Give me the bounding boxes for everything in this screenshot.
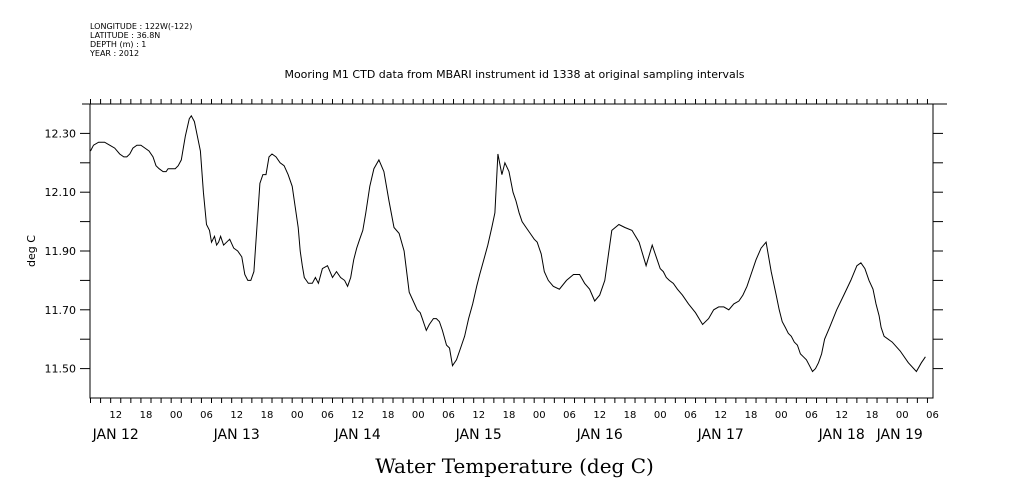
x-hour-label: 00 <box>533 410 546 421</box>
x-day-label: JAN 13 <box>213 427 260 443</box>
y-tick-label: 11.70 <box>45 304 77 317</box>
plot-frame <box>89 103 934 399</box>
x-day-label: JAN 19 <box>876 427 923 443</box>
x-hour-label: 18 <box>140 410 153 421</box>
x-day-label: JAN 17 <box>697 427 744 443</box>
x-hour-label: 00 <box>412 410 425 421</box>
latitude-label: LATITUDE : 36.8N <box>90 31 161 40</box>
x-hour-label: 18 <box>866 410 879 421</box>
x-hour-label: 00 <box>896 410 909 421</box>
y-tick-label: 12.10 <box>45 186 77 199</box>
x-hour-label: 12 <box>593 410 606 421</box>
depth-label: DEPTH (m) : 1 <box>90 40 147 49</box>
x-hour-label: 06 <box>926 410 939 421</box>
x-day-label: JAN 12 <box>92 427 139 443</box>
x-hour-label: 00 <box>170 410 183 421</box>
x-hour-label: 12 <box>109 410 122 421</box>
x-day-label: JAN 18 <box>818 427 865 443</box>
x-hour-label: 12 <box>835 410 848 421</box>
metadata-block: LONGITUDE : 122W(-122) LATITUDE : 36.8N … <box>90 22 192 58</box>
x-hour-label: 00 <box>291 410 304 421</box>
x-hour-label: 12 <box>230 410 243 421</box>
axes-group: 11.50 11.70 11.90 12.10 12.30 12 18 00 06 12 18 00 0… <box>45 99 947 443</box>
y-axis-label: deg C <box>25 235 38 267</box>
x-hour-label: 00 <box>654 410 667 421</box>
chart-title: Mooring M1 CTD data from MBARI instrumen… <box>284 68 745 81</box>
longitude-label: LONGITUDE : 122W(-122) <box>90 22 193 31</box>
y-tick-label: 11.50 <box>45 363 77 376</box>
x-day-label: JAN 16 <box>576 427 623 443</box>
year-label: YEAR : 2012 <box>90 49 140 58</box>
x-hour-label: 06 <box>563 410 576 421</box>
y-tick-label: 12.30 <box>45 127 77 140</box>
x-day-label: JAN 15 <box>455 427 502 443</box>
x-day-label: JAN 14 <box>334 427 381 443</box>
x-hour-label: 00 <box>775 410 788 421</box>
x-hour-label: 06 <box>684 410 697 421</box>
plot-area <box>90 114 926 373</box>
x-hour-label: 18 <box>745 410 758 421</box>
x-hour-label: 18 <box>261 410 274 421</box>
y-tick-label: 11.90 <box>45 245 77 258</box>
x-hour-label: 12 <box>472 410 485 421</box>
x-hour-label: 18 <box>382 410 395 421</box>
x-hour-label: 12 <box>351 410 364 421</box>
x-hour-label: 12 <box>714 410 727 421</box>
x-hour-label: 06 <box>442 410 455 421</box>
x-hour-label: 06 <box>805 410 818 421</box>
series-line-water-temperature <box>90 114 926 373</box>
x-hour-label: 06 <box>321 410 334 421</box>
x-hour-label: 18 <box>503 410 516 421</box>
x-axis-label: Water Temperature (deg C) <box>375 454 654 478</box>
x-hour-label: 06 <box>200 410 213 421</box>
x-hour-label: 18 <box>624 410 637 421</box>
